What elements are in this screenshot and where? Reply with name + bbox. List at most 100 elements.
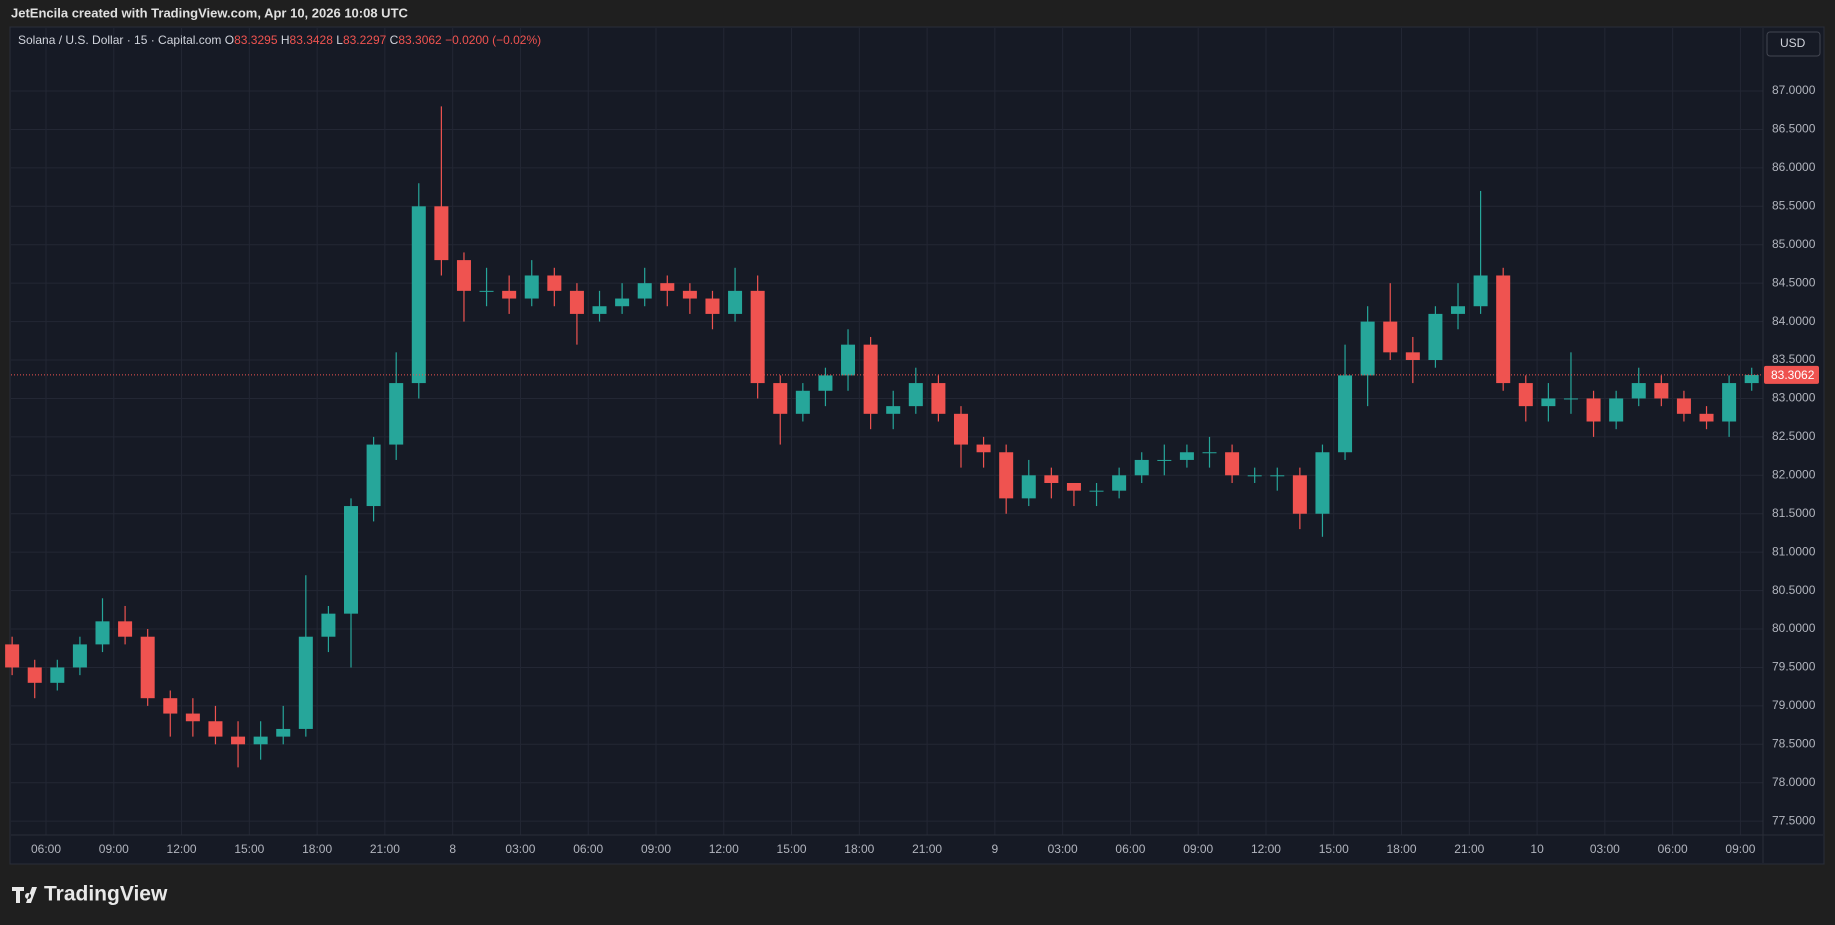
candle-body <box>1360 321 1375 376</box>
ohlc-value: 83.2297 <box>343 33 387 47</box>
candle-body <box>456 260 471 291</box>
candle-body <box>1518 383 1533 407</box>
candle-body <box>863 344 878 414</box>
x-tick-label: 09:00 <box>641 842 671 856</box>
candle-body <box>118 621 133 637</box>
x-tick-label: 06:00 <box>31 842 61 856</box>
y-tick-label: 79.0000 <box>1772 698 1816 712</box>
candle-body <box>818 375 833 391</box>
candle-body <box>389 383 404 445</box>
candle-body <box>1270 475 1285 477</box>
candle-body <box>795 390 810 414</box>
candle-body <box>886 406 901 414</box>
candle-body <box>1541 398 1556 407</box>
y-tick-label: 84.5000 <box>1772 275 1816 289</box>
x-tick-label: 21:00 <box>370 842 400 856</box>
candle-body <box>1654 383 1669 399</box>
candle-body <box>1563 398 1578 400</box>
candle-body <box>953 413 968 445</box>
candle-body <box>1225 452 1240 476</box>
candle-body <box>185 713 200 722</box>
candle-body <box>547 275 562 291</box>
candle-body <box>231 736 246 745</box>
candle-body <box>569 290 584 314</box>
candles <box>5 106 1759 768</box>
candle-body <box>705 298 720 314</box>
candle-body <box>50 667 65 683</box>
y-tick-label: 80.0000 <box>1772 621 1816 635</box>
candle-body <box>72 644 87 668</box>
y-tick-label: 80.5000 <box>1772 583 1816 597</box>
candle-body <box>253 736 268 745</box>
x-tick-label: 03:00 <box>505 842 535 856</box>
candle-body <box>1044 475 1059 483</box>
candle-body <box>1315 452 1330 514</box>
candle-body <box>1112 475 1127 491</box>
chart-panel <box>9 26 1825 865</box>
footer-logo: TradingView <box>12 883 168 906</box>
x-tick-label: 12:00 <box>1251 842 1281 856</box>
candle-body <box>366 444 381 507</box>
y-tick-label: 78.5000 <box>1772 736 1816 750</box>
y-tick-label: 82.5000 <box>1772 429 1816 443</box>
candle-body <box>841 344 856 376</box>
candle-body <box>1134 459 1149 476</box>
candle-body <box>208 721 223 737</box>
candle-body <box>1699 413 1714 422</box>
ohlc-value: 83.3062 <box>398 33 442 47</box>
x-tick-label: 09:00 <box>1183 842 1213 856</box>
candle-body <box>1451 306 1466 314</box>
candle-body <box>1405 352 1420 361</box>
candle-body <box>1157 459 1172 461</box>
candle-body <box>1631 383 1646 399</box>
candle-body <box>479 290 494 292</box>
axes: 77.5000 78.0000 78.5000 79.0000 79.5000 80.00… <box>11 83 1819 856</box>
candle-body <box>1292 475 1307 514</box>
x-tick-label: 21:00 <box>912 842 942 856</box>
logo-icon <box>12 887 37 903</box>
y-tick-label: 79.5000 <box>1772 660 1816 674</box>
last-price-label: 83.3062 <box>1771 368 1815 382</box>
candle-body <box>615 298 630 307</box>
candle-body <box>592 306 607 314</box>
candle-body <box>660 283 675 291</box>
x-tick-label: 15:00 <box>777 842 807 856</box>
ohlc-label: C <box>390 33 399 47</box>
candle-body <box>163 698 178 714</box>
candle-body <box>1609 398 1624 422</box>
x-tick-label: 21:00 <box>1454 842 1484 856</box>
x-tick-label: 18:00 <box>302 842 332 856</box>
x-tick-label: 06:00 <box>1658 842 1688 856</box>
ohlc-label: O <box>225 33 234 47</box>
y-tick-label: 86.0000 <box>1772 160 1816 174</box>
currency-button[interactable] <box>1766 31 1821 57</box>
candle-body <box>502 290 517 299</box>
candle-body <box>524 275 539 299</box>
currency-label[interactable]: USD <box>1780 36 1806 50</box>
candle-body <box>1722 383 1737 422</box>
candle-body <box>1338 375 1353 453</box>
x-tick-label: 09:00 <box>1725 842 1755 856</box>
candle-body <box>434 206 449 261</box>
candle-body <box>1744 374 1759 384</box>
x-tick-label: 12:00 <box>167 842 197 856</box>
candle-body <box>321 613 336 637</box>
candle-body <box>1383 321 1398 353</box>
ohlc-value: 83.3295 <box>234 33 278 47</box>
y-tick-label: 83.0000 <box>1772 391 1816 405</box>
x-tick-label: 15:00 <box>1319 842 1349 856</box>
candle-body <box>1496 275 1511 384</box>
candle-body <box>908 383 923 407</box>
y-tick-label: 87.0000 <box>1772 83 1816 97</box>
ohlc-label: H <box>281 33 290 47</box>
candle-body <box>276 728 291 737</box>
y-tick-label: 82.0000 <box>1772 467 1816 481</box>
candle-body <box>344 506 359 614</box>
x-tick-label: 06:00 <box>573 842 603 856</box>
y-tick-label: 85.0000 <box>1772 237 1816 251</box>
last-price-box <box>1764 365 1819 384</box>
x-tick-label: 10 <box>1530 842 1544 856</box>
candle-body <box>95 621 110 645</box>
symbol-legend: Solana / U.S. Dollar · 15 · Capital.com … <box>18 33 541 47</box>
y-tick-label: 78.0000 <box>1772 775 1816 789</box>
